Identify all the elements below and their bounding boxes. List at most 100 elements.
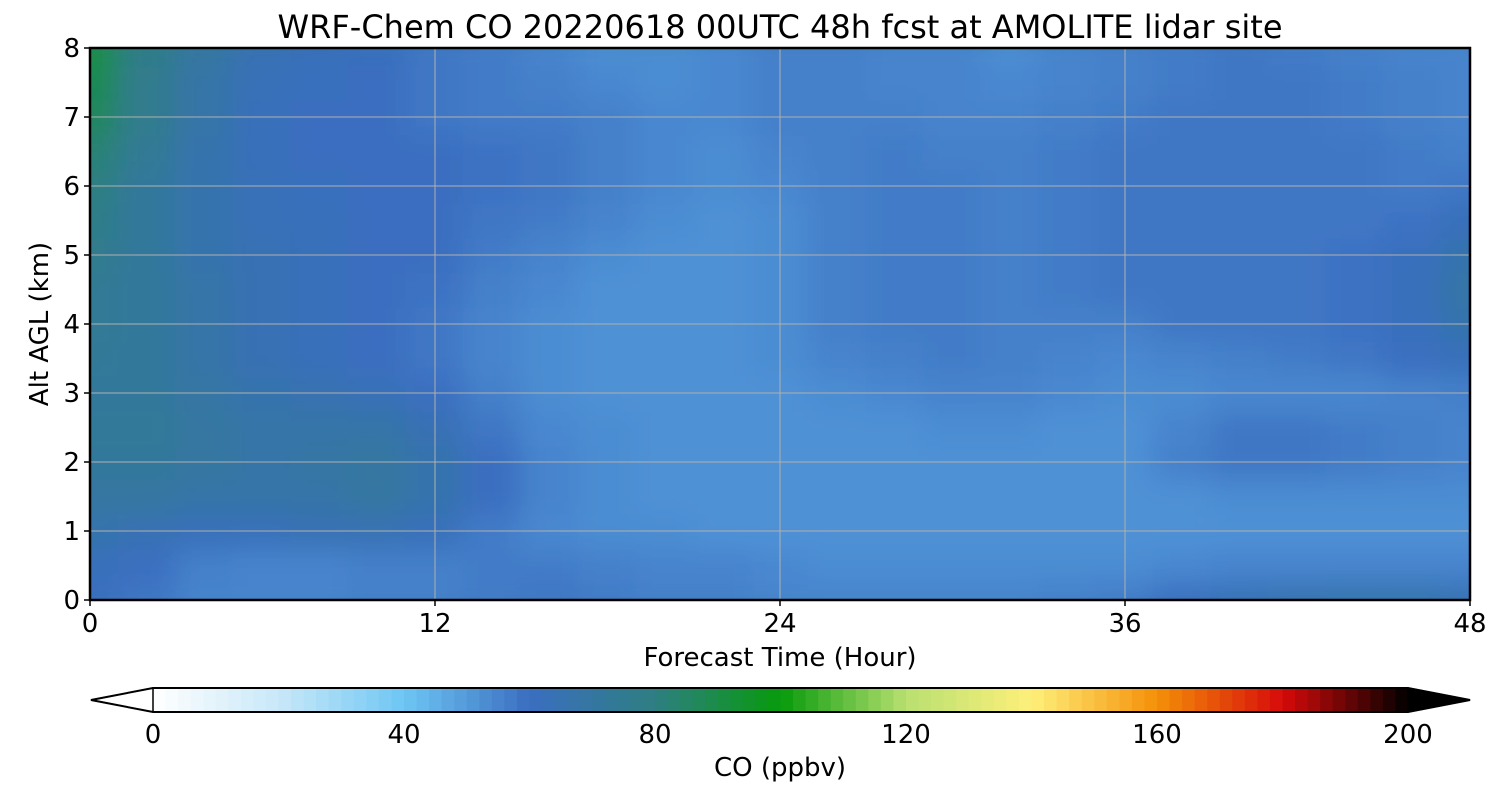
heatmap-cell bbox=[117, 409, 178, 446]
colorbar-segment bbox=[366, 688, 380, 712]
heatmap-cell bbox=[865, 581, 925, 600]
colorbar-segment bbox=[529, 688, 543, 712]
x-tick-label: 12 bbox=[418, 609, 451, 639]
heatmap-cell bbox=[290, 64, 350, 101]
heatmap-cell bbox=[347, 202, 408, 239]
colorbar-segment bbox=[1106, 688, 1120, 712]
heatmap-cell bbox=[692, 271, 753, 308]
heatmap-cell bbox=[865, 202, 925, 239]
colorbar-segment bbox=[943, 688, 957, 712]
heatmap-cell bbox=[922, 340, 983, 377]
colorbar-segment bbox=[830, 688, 844, 712]
heatmap-cell bbox=[692, 340, 753, 377]
heatmap-cell bbox=[577, 48, 638, 67]
heatmap-cell bbox=[1325, 409, 1385, 446]
heatmap-cell bbox=[117, 48, 178, 67]
heatmap-cell bbox=[1152, 478, 1213, 515]
heatmap-cell bbox=[577, 133, 638, 170]
heatmap-cell bbox=[90, 64, 120, 101]
colorbar-segment bbox=[1295, 688, 1309, 712]
heatmap-cell bbox=[1440, 478, 1470, 515]
heatmap-cell bbox=[462, 409, 523, 446]
heatmap-cell bbox=[520, 48, 580, 67]
heatmap-cell bbox=[90, 48, 120, 67]
colorbar-segment bbox=[491, 688, 505, 712]
heatmap-cell bbox=[117, 271, 178, 308]
heatmap-cell bbox=[922, 547, 983, 584]
heatmap-cell bbox=[117, 340, 178, 377]
heatmap-cell bbox=[90, 478, 120, 515]
colorbar-segment bbox=[1056, 688, 1070, 712]
heatmap-cell bbox=[520, 133, 580, 170]
heatmap-cell bbox=[635, 547, 695, 584]
heatmap-cell bbox=[1152, 547, 1213, 584]
heatmap-cell bbox=[1210, 202, 1270, 239]
heatmap-cell bbox=[1152, 340, 1213, 377]
heatmap-cell bbox=[635, 48, 695, 67]
heatmap-cell bbox=[1267, 64, 1328, 101]
colorbar-segment bbox=[956, 688, 970, 712]
plot-area bbox=[90, 48, 1470, 600]
y-tick-label: 5 bbox=[63, 241, 80, 271]
colorbar-segment bbox=[466, 688, 480, 712]
heatmap-cell bbox=[980, 340, 1040, 377]
heatmap-cell bbox=[1267, 581, 1328, 600]
heatmap-cell bbox=[1382, 409, 1443, 446]
colorbar-segment bbox=[906, 688, 920, 712]
heatmap-cell bbox=[90, 202, 120, 239]
heatmap-cell bbox=[1210, 271, 1270, 308]
heatmap-cell bbox=[117, 64, 178, 101]
y-tick-label: 4 bbox=[63, 310, 80, 340]
colorbar-extend-min bbox=[90, 687, 154, 713]
heatmap-cell bbox=[1267, 271, 1328, 308]
colorbar-segment bbox=[868, 688, 882, 712]
heatmap-cell bbox=[807, 581, 868, 600]
heatmap-cell bbox=[1210, 547, 1270, 584]
colorbar-segment bbox=[717, 688, 731, 712]
colorbar-segment bbox=[1232, 688, 1246, 712]
heatmap-cell bbox=[1210, 581, 1270, 600]
heatmap-cell bbox=[90, 133, 120, 170]
heatmap-cell bbox=[807, 547, 868, 584]
colorbar-segment bbox=[228, 688, 242, 712]
heatmap-cell bbox=[520, 340, 580, 377]
y-tick-label: 1 bbox=[63, 517, 80, 547]
colorbar-segment bbox=[918, 688, 932, 712]
heatmap-cell bbox=[577, 202, 638, 239]
colorbar-segment bbox=[1069, 688, 1083, 712]
heatmap-cell bbox=[462, 340, 523, 377]
heatmap-cell bbox=[980, 581, 1040, 600]
heatmap-cell bbox=[232, 478, 293, 515]
heatmap-cell bbox=[462, 202, 523, 239]
heatmap-cell bbox=[90, 340, 120, 377]
colorbar-segment bbox=[316, 688, 330, 712]
heatmap-cell bbox=[117, 478, 178, 515]
heatmap-cell bbox=[1210, 64, 1270, 101]
heatmap-cell bbox=[807, 202, 868, 239]
heatmap-cell bbox=[1210, 48, 1270, 67]
heatmap-cell bbox=[1037, 409, 1098, 446]
heatmap-cell bbox=[980, 409, 1040, 446]
heatmap-cell bbox=[1037, 271, 1098, 308]
colorbar-segment bbox=[341, 688, 355, 712]
heatmap-cell bbox=[290, 409, 350, 446]
heatmap-cell bbox=[635, 409, 695, 446]
heatmap-cell bbox=[1152, 202, 1213, 239]
heatmap-cell bbox=[1382, 340, 1443, 377]
colorbar-segment bbox=[993, 688, 1007, 712]
colorbar-segment bbox=[1144, 688, 1158, 712]
heatmap-cell bbox=[175, 478, 235, 515]
heatmap-cell bbox=[1037, 478, 1098, 515]
heatmap-cell bbox=[1267, 133, 1328, 170]
colorbar-segment bbox=[1031, 688, 1045, 712]
heatmap-cell bbox=[692, 202, 753, 239]
heatmap-cell bbox=[922, 478, 983, 515]
colorbar-segment bbox=[542, 688, 556, 712]
heatmap-cell bbox=[232, 202, 293, 239]
heatmap-cell bbox=[117, 581, 178, 600]
colorbar-segment bbox=[818, 688, 832, 712]
colorbar-segment bbox=[880, 688, 895, 712]
colorbar-segment bbox=[215, 688, 229, 712]
colorbar-segment bbox=[278, 688, 292, 712]
